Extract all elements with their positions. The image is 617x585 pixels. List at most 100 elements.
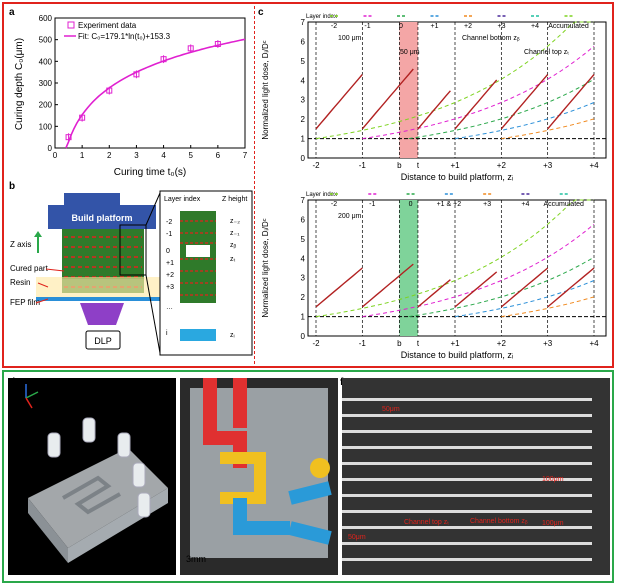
data-point <box>133 71 140 78</box>
y-tick: 2 <box>301 115 306 124</box>
layer-dose-curve <box>408 78 595 140</box>
build-platform-label: Build platform <box>72 213 133 223</box>
zoom-box <box>119 224 147 276</box>
annotation: 200 μm <box>338 213 362 220</box>
x-tick: 2 <box>107 151 112 160</box>
y-tick: 0 <box>301 332 306 341</box>
y-tick: 400 <box>39 57 53 66</box>
svg-text:-1: -1 <box>166 231 172 238</box>
svg-text:zₜ: zₜ <box>230 256 236 263</box>
scale-bar-label: 3mm <box>186 554 206 564</box>
data-point <box>65 134 72 141</box>
y-tick: 2 <box>301 293 306 302</box>
svg-text:0: 0 <box>166 248 170 255</box>
layer-index-header: Layer index <box>164 196 201 203</box>
f-label-4: Channel bottom zᵦ <box>470 518 528 525</box>
svg-text:z₋₁: z₋₁ <box>230 230 240 237</box>
inset-channel <box>186 245 210 257</box>
x-tick: +4 <box>589 161 599 170</box>
channel-line <box>342 542 592 545</box>
accumulated-curve <box>315 68 595 130</box>
y-tick: 0 <box>48 144 53 153</box>
z-axis-label: Z axis <box>10 240 31 249</box>
layer-dose-curve <box>501 296 595 318</box>
plot-frame <box>307 21 607 159</box>
y-tick: 300 <box>39 79 53 88</box>
legend-label: +2 <box>464 23 472 30</box>
y-tick: 5 <box>301 235 306 244</box>
legend-label: +1 <box>431 23 439 30</box>
annotation: Channel top zₜ <box>524 49 569 56</box>
bottom-frame <box>2 370 614 583</box>
layer-dose-curve <box>408 256 595 318</box>
x-tick: -2 <box>312 339 320 348</box>
x-tick: -2 <box>312 161 320 170</box>
x-axis-label: Distance to build platform, zᵢ <box>401 172 513 182</box>
layer-dose-curve <box>454 102 595 140</box>
panel-label-c: c <box>258 7 264 18</box>
y-tick: 6 <box>301 37 306 46</box>
x-tick: 7 <box>243 151 248 160</box>
fit-curve <box>65 38 246 149</box>
channel-line <box>342 430 592 433</box>
y-tick: 0 <box>301 154 306 163</box>
legend-label: +3 <box>498 23 506 30</box>
x-tick: b <box>397 339 402 348</box>
layer-dose-curve <box>454 280 595 318</box>
x-tick: t <box>417 161 420 170</box>
f-label-1: 100μm <box>542 476 564 483</box>
layer-dose-curve <box>315 21 594 140</box>
svg-text:zᵢ: zᵢ <box>230 332 235 339</box>
schematic-b: Build platform DLP Z axis Cured part Res… <box>10 190 253 356</box>
channel-line <box>342 526 592 529</box>
channel-line <box>342 510 592 513</box>
y-tick: 600 <box>39 14 53 23</box>
legend-label: -1 <box>369 201 375 208</box>
legend-label: +1 & +2 <box>437 201 462 208</box>
fep-label: FEP film <box>10 298 40 307</box>
legend-label: Accumulated <box>543 201 584 208</box>
data-point <box>79 114 86 121</box>
x-tick: +3 <box>543 339 553 348</box>
x-tick: b <box>397 161 402 170</box>
y-tick: 7 <box>301 196 306 205</box>
data-point <box>214 41 221 47</box>
accumulated-curve <box>315 263 595 308</box>
legend-title: Layer index <box>306 14 337 20</box>
legend-title: Layer index <box>306 192 337 198</box>
resin-label: Resin <box>10 278 30 287</box>
x-axis-label: Curing time t₀(s) <box>114 167 187 178</box>
svg-text:+2: +2 <box>166 272 174 279</box>
legend-marker-exp <box>67 21 75 29</box>
x-tick: 1 <box>80 151 85 160</box>
legend-label: -2 <box>331 201 337 208</box>
legend-label: 0 <box>409 201 413 208</box>
y-tick: 7 <box>301 18 306 27</box>
y-tick: 100 <box>39 122 53 131</box>
svg-text:i: i <box>166 330 168 337</box>
resin <box>36 277 168 297</box>
svg-text:-2: -2 <box>166 219 172 226</box>
y-tick: 1 <box>301 313 306 322</box>
layer-dose-curve <box>362 223 595 318</box>
y-axis-label: Normalized light dose, Dᵢ/Dᶜ <box>261 40 270 139</box>
legend-label: -1 <box>364 23 370 30</box>
y-tick: 4 <box>301 254 306 263</box>
channel-line <box>342 414 592 417</box>
z-height-header: Z height <box>222 196 247 203</box>
y-tick: 3 <box>301 96 306 105</box>
panel-label-f: f <box>340 377 343 388</box>
chart-a: 0 1 2 3 4 5 6 7 0 100 200 300 400 500 600 Experiment d… <box>14 14 248 178</box>
channel-line <box>342 462 592 465</box>
x-tick: +2 <box>497 161 507 170</box>
data-point <box>187 45 194 52</box>
highlight-band <box>399 22 418 158</box>
plot-frame <box>307 199 607 337</box>
x-tick: 0 <box>53 151 58 160</box>
fep-film <box>36 297 168 301</box>
y-tick: 500 <box>39 36 53 45</box>
legend-label: 0 <box>399 23 403 30</box>
y-tick: 3 <box>301 274 306 283</box>
top-frame <box>2 2 614 368</box>
y-tick: 200 <box>39 101 53 110</box>
